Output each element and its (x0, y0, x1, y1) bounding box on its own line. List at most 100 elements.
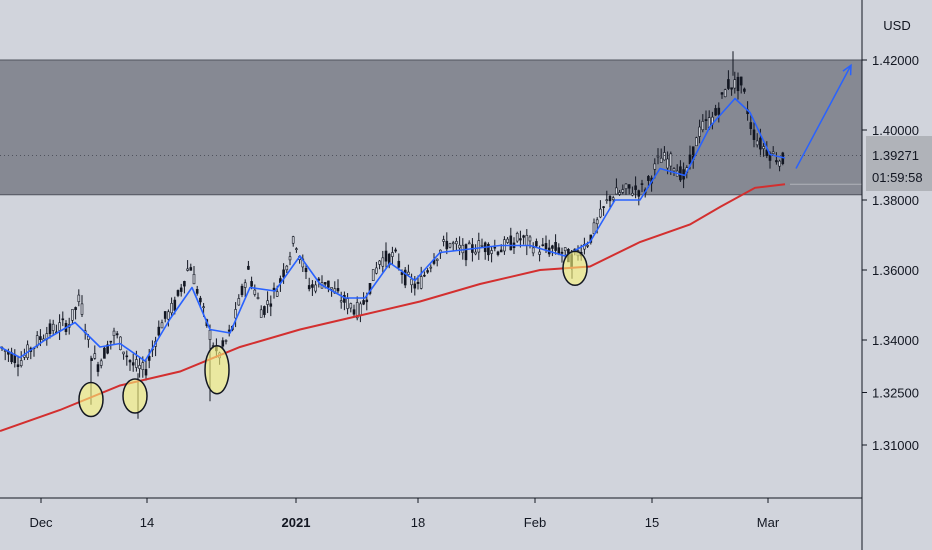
candle (115, 331, 119, 339)
candle (423, 271, 426, 278)
candle (704, 110, 708, 131)
candle (311, 280, 314, 296)
candle (464, 243, 468, 267)
candle (51, 319, 55, 335)
candle (701, 114, 705, 133)
candle (96, 361, 100, 377)
candle (535, 238, 538, 248)
highlight-circle (204, 345, 230, 395)
candle (99, 358, 103, 369)
candle (509, 227, 513, 251)
candle (592, 218, 596, 236)
candle (186, 260, 189, 272)
last-price-bg (866, 136, 932, 191)
candle (714, 104, 717, 116)
candle (259, 305, 263, 318)
candle (640, 179, 644, 193)
highlight-circle (122, 378, 148, 414)
candle (339, 291, 343, 309)
candle (672, 167, 676, 176)
candle (80, 295, 84, 317)
candle (189, 263, 193, 271)
candle (77, 289, 81, 307)
candle (551, 244, 554, 257)
axis-background (862, 0, 932, 550)
candle (653, 158, 657, 179)
candle (16, 355, 20, 377)
candle (237, 294, 241, 306)
candle (618, 190, 621, 196)
candle (605, 190, 609, 204)
candle (771, 146, 775, 155)
candle (176, 289, 180, 298)
candle (480, 238, 484, 248)
candle (717, 102, 721, 123)
candle (330, 287, 333, 297)
x-tick-label: 14 (140, 515, 154, 530)
candle (221, 337, 225, 350)
x-tick-label: Dec (29, 515, 53, 530)
candle (445, 232, 449, 255)
candle (698, 119, 701, 144)
candle (599, 200, 602, 219)
candle (410, 273, 413, 293)
y-tick-label: 1.42000 (872, 53, 919, 68)
candle (179, 283, 183, 297)
candle (371, 269, 375, 281)
candle (391, 246, 394, 265)
y-tick-label: 1.32500 (872, 386, 919, 401)
candle (144, 359, 148, 381)
candle (138, 357, 141, 378)
candle (343, 291, 346, 311)
candle (397, 253, 401, 271)
candle (659, 148, 663, 163)
candle (131, 353, 135, 372)
candle (157, 320, 161, 337)
candle (515, 231, 519, 243)
x-tick-label: Mar (757, 515, 780, 530)
candle (256, 292, 260, 300)
x-tick-label: 2021 (282, 515, 311, 530)
candle (775, 152, 778, 165)
candle (163, 311, 167, 323)
candle (381, 250, 385, 274)
candle (621, 184, 625, 195)
candle (266, 291, 269, 314)
candle (426, 268, 429, 274)
candle (695, 136, 698, 147)
y-tick-label: 1.38000 (872, 193, 919, 208)
candle (378, 260, 381, 270)
candle (247, 260, 250, 270)
candle (349, 302, 353, 313)
currency-label: USD (883, 18, 910, 33)
candle (71, 309, 74, 324)
candle (506, 236, 509, 244)
candle (160, 319, 164, 329)
candle (304, 264, 308, 279)
candle (752, 122, 756, 148)
candle (781, 151, 785, 166)
candle (720, 91, 724, 99)
candle (170, 297, 173, 317)
candle (733, 71, 737, 94)
candle (637, 189, 641, 206)
candle (327, 280, 330, 293)
candle (195, 285, 199, 296)
candle (531, 242, 535, 257)
x-tick-label: 15 (645, 515, 659, 530)
candle (554, 234, 557, 255)
candle (730, 87, 733, 96)
candle (435, 258, 439, 267)
candle (147, 349, 151, 369)
candle (103, 346, 106, 359)
candle (253, 284, 257, 297)
candle (743, 87, 746, 94)
candle (384, 242, 388, 268)
candle (477, 232, 481, 260)
time-axis-background (0, 498, 862, 550)
candle (778, 159, 781, 172)
candle (413, 276, 417, 296)
candle (467, 240, 471, 245)
candle (736, 72, 740, 100)
